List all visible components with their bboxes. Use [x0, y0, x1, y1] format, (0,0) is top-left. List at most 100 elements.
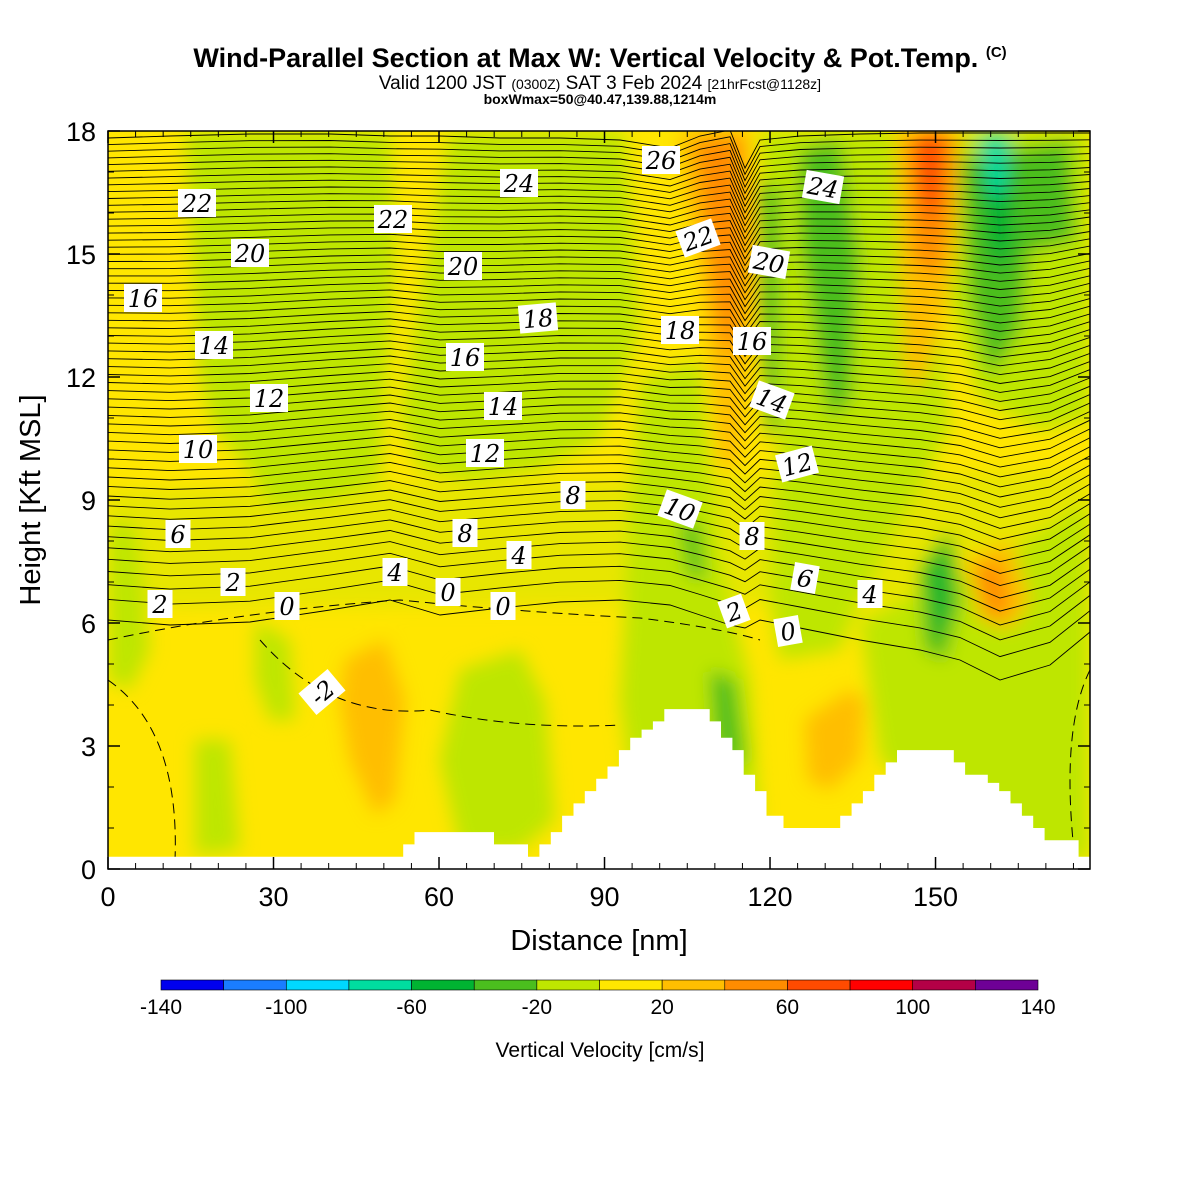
contour-label-bg: [490, 592, 516, 620]
theta-contour: [108, 348, 1090, 384]
colorbar-tick-labels: -140 -100 -60 -20 20 60 100 140: [140, 996, 1056, 1019]
contour-label-text: 20: [234, 240, 266, 268]
title-text: Wind-Parallel Section at Max W: Vertical…: [193, 43, 979, 73]
contour-label: 24: [500, 169, 538, 198]
theta-contour: [108, 340, 1090, 376]
theta-contour: [108, 212, 1090, 247]
theta-contour: [108, 386, 1090, 430]
valid-time: Valid 1200 JST: [378, 73, 507, 94]
contour-label-bg: [749, 380, 795, 420]
theta-contour: [108, 325, 1090, 358]
theta-contour-negative: [1069, 669, 1090, 861]
chart-title: Wind-Parallel Section at Max W: Vertical…: [0, 43, 1200, 74]
colorbar-swatch: [724, 979, 788, 991]
theta-contour: [108, 378, 1090, 421]
contour-label-bg: [560, 481, 586, 509]
contour-label: 10: [179, 435, 217, 464]
contour-label-bg: [747, 244, 791, 280]
colorbar-swatch: [536, 979, 600, 991]
theta-contour: [108, 541, 1090, 612]
theta-contour: [108, 552, 1090, 626]
theta-contour: [108, 311, 1090, 343]
contour-label-text: 2: [224, 569, 240, 597]
boxwmax-info: boxWmax=50@40.47,139.88,1214m: [483, 91, 717, 107]
theta-contour: [108, 435, 1090, 488]
y-tick-label: 3: [81, 732, 96, 762]
contour-label-text: 4: [510, 542, 526, 570]
contour-label-text: 4: [861, 581, 877, 609]
contour-label-text: 6: [170, 521, 185, 549]
contour-label-text: 22: [181, 190, 213, 218]
contour-label-bg: [195, 331, 233, 359]
contour-label: 20: [444, 252, 482, 281]
contour-label-bg: [147, 590, 173, 618]
theta-contour: [108, 268, 1090, 301]
contour-label-bg: [657, 489, 703, 529]
chart-subtitle: Valid 1200 JST (0300Z) SAT 3 Feb 2024 [2…: [0, 73, 1200, 95]
contour-label-bg: [733, 327, 771, 355]
colorbar-swatch: [411, 979, 475, 991]
theta-contour: [108, 363, 1090, 402]
contour-label: 18: [661, 316, 699, 345]
theta-contour: [108, 275, 1090, 308]
y-tick-label: 12: [66, 363, 96, 393]
contour-label-bg: [717, 593, 751, 629]
strongest-downdraft-region: [978, 132, 1010, 200]
y-axis-label: Height [Kft MSL]: [15, 394, 47, 605]
contour-label: 6: [790, 562, 820, 594]
contour-label: 20: [231, 239, 269, 268]
colorbar-tick-label: -60: [396, 996, 426, 1019]
contour-label-text: 26: [645, 147, 677, 175]
contour-label-bg: [466, 439, 504, 467]
contour-label: 4: [506, 541, 532, 570]
theta-contour: [108, 149, 1090, 189]
colorbar-swatch: [473, 979, 538, 991]
contour-label: 4: [857, 580, 883, 609]
colorbar-swatch: [285, 979, 350, 991]
contour-label-text: 0: [495, 593, 510, 621]
contour-label: 6: [165, 520, 191, 549]
theta-contour: [108, 198, 1090, 234]
colorbar-swatch: [160, 979, 224, 991]
colorbar-label: Vertical Velocity [cm/s]: [496, 1039, 705, 1062]
downdraft-region: [800, 140, 860, 420]
downdraft-region: [680, 520, 705, 580]
contour-label-text: 12: [470, 440, 501, 468]
y-tick-label: 9: [81, 486, 96, 516]
contour-label-bg: [484, 392, 522, 420]
contour-label-bg: [165, 520, 191, 548]
theta-contour: [108, 177, 1090, 214]
contour-label-bg: [642, 146, 680, 174]
contour-label-bg: [739, 522, 765, 550]
contour-label-bg: [857, 580, 883, 608]
strong-updraft-region: [975, 560, 1010, 620]
y-tick-label: 0: [81, 855, 96, 885]
theta-contour: [108, 205, 1090, 240]
contour-label-bg: [775, 445, 819, 483]
contour-label: 26: [642, 146, 680, 175]
colorbar-swatch: [849, 979, 914, 991]
weak-neg-region: [195, 740, 240, 855]
contour-label-bg: [298, 669, 346, 715]
contour-label-bg: [517, 302, 559, 334]
contour-label: 2: [147, 590, 173, 619]
theta-contour: [108, 131, 1090, 170]
theta-contour: [108, 136, 1090, 176]
contour-label-text: 16: [128, 285, 159, 313]
colorbar-tick-label: 100: [895, 996, 930, 1019]
contour-label-text: 24: [503, 170, 535, 198]
x-axis-tick-labels: 0 30 60 90 120 150: [100, 882, 958, 912]
y-tick-label: 15: [66, 240, 96, 270]
contour-label: 2: [717, 593, 751, 629]
theta-contour: [108, 565, 1090, 641]
theta-contour: [108, 480, 1090, 540]
contour-label-bg: [500, 169, 538, 197]
contour-label: 16: [733, 327, 771, 356]
contour-label: 2: [220, 568, 246, 597]
theta-contour-negative: [108, 679, 176, 861]
contour-label-bg: [274, 592, 300, 620]
y-tick-label: 18: [66, 117, 96, 147]
valid-date: SAT 3 Feb 2024: [565, 73, 703, 94]
axis-ticks: [107, 130, 1090, 870]
